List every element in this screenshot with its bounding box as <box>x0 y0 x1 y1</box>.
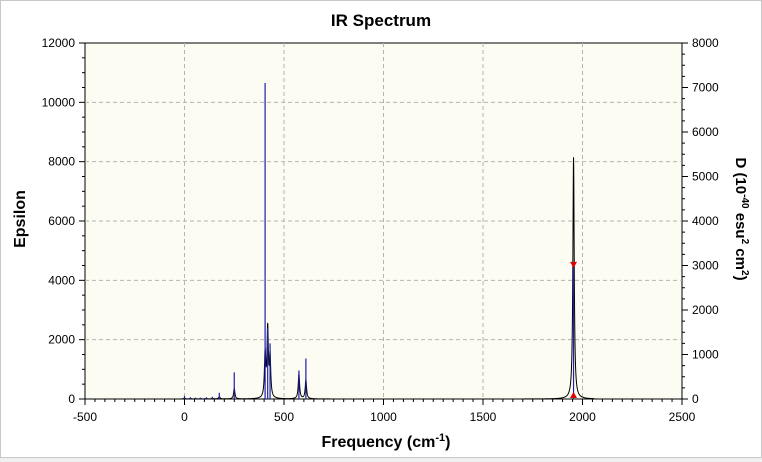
peak-markers <box>570 261 578 398</box>
y-right-tick-label: 6000 <box>692 125 719 139</box>
x-tick-label: 1000 <box>370 410 397 424</box>
y-right-tick-label: 7000 <box>692 81 719 95</box>
y-right-tick-label: 1000 <box>692 348 719 362</box>
y-left-tick-label: 0 <box>68 392 75 406</box>
y-right-tick-label: 8000 <box>692 36 719 50</box>
x-tick-label: 500 <box>274 410 294 424</box>
peak-marker <box>570 261 578 268</box>
y-right-tick-label: 3000 <box>692 259 719 273</box>
intensity-sticks <box>183 83 575 399</box>
y-left-tick-label: 10000 <box>42 95 76 109</box>
y-left-tick-label: 12000 <box>42 36 76 50</box>
epsilon-curve-line <box>180 157 595 400</box>
y-right-tick-label: 5000 <box>692 170 719 184</box>
y-left-tick-label: 2000 <box>48 333 75 347</box>
y-left-tick-label: 6000 <box>48 214 75 228</box>
x-axis-label: Frequency (cm-1) <box>322 432 451 451</box>
spectrum-curve <box>180 157 595 400</box>
x-tick-label: 2000 <box>569 410 596 424</box>
chart-title: IR Spectrum <box>331 11 431 30</box>
x-tick-label: 2500 <box>669 410 696 424</box>
y-right-tick-label: 2000 <box>692 303 719 317</box>
axes: -500 0 500 1000 1500 2000 2500 0 2000 4000 6000 800… <box>42 36 719 424</box>
y-right-tick-label: 4000 <box>692 214 719 228</box>
grid-lines <box>85 43 682 399</box>
y-left-tick-label: 4000 <box>48 273 75 287</box>
y-left-axis-label: Epsilon <box>12 190 29 248</box>
y-left-tick-label: 8000 <box>48 155 75 169</box>
peak-marker <box>570 392 578 398</box>
y-right-axis-label: D (10-40 esu2 cm2) <box>732 157 750 280</box>
x-tick-label: 1500 <box>470 410 497 424</box>
x-tick-label: 0 <box>181 410 188 424</box>
x-tick-label: -500 <box>73 410 97 424</box>
y-right-tick-label: 0 <box>692 392 699 406</box>
